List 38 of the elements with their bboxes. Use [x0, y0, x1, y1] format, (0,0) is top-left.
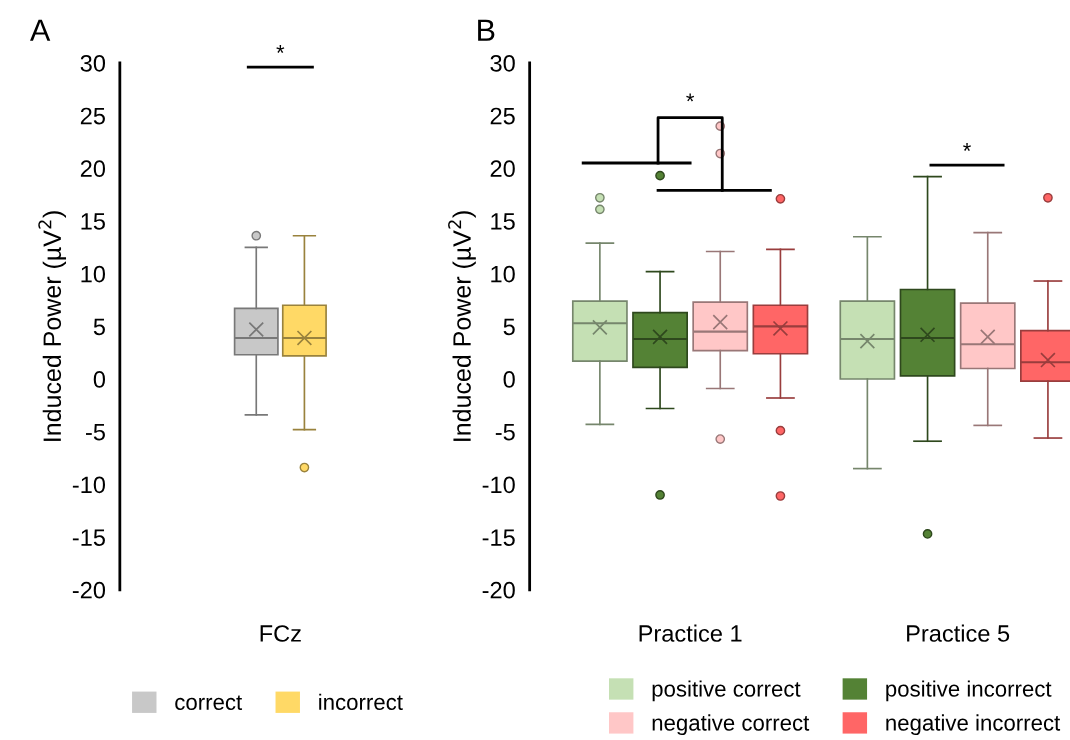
annotation: * [963, 143, 971, 151]
y-tick-label: 5 [93, 318, 105, 336]
text: * [276, 45, 285, 53]
legend-label: correct [175, 695, 243, 711]
y-tick-label: 10 [81, 265, 106, 283]
y-tick-label: 30 [80, 54, 106, 72]
y-tick-label: -20 [72, 581, 106, 599]
y-tick-label: -15 [482, 529, 515, 546]
y-tick-label: 15 [81, 213, 105, 230]
y-tick-label: 25 [80, 107, 105, 125]
y-tick-label: 0 [503, 371, 515, 388]
chart-title: A [30, 19, 51, 41]
x-tick-label: Practice 1 [639, 624, 742, 642]
chart-title: B [478, 19, 495, 41]
annotation: * [686, 93, 695, 102]
legend-label: incorrect [319, 693, 403, 711]
y-tick-label: -5 [86, 424, 105, 441]
y-tick-label: 30 [490, 54, 515, 72]
y-tick-label: -10 [482, 476, 515, 494]
legend-label: positive incorrect [886, 680, 1052, 702]
y-tick-label: 10 [491, 265, 515, 283]
y-axis-title: Induced Power (µV$^{2}$) [38, 211, 67, 441]
legend-label: negative incorrect [886, 714, 1061, 736]
x-tick-label: FCz [260, 625, 301, 642]
x-tick-label: Practice 5 [907, 624, 1010, 642]
legend-label: negative correct [652, 714, 810, 736]
y-tick-label: 20 [490, 160, 515, 178]
y-tick-label: 20 [80, 160, 106, 178]
y-tick-label: 5 [503, 318, 515, 336]
y-tick-label: -5 [495, 424, 515, 441]
legend-label: positive correct [652, 680, 801, 702]
y-tick-label: -10 [72, 476, 106, 494]
y-axis-title: Induced Power (µV$^{2}$) [448, 211, 476, 441]
y-tick-label: 0 [93, 371, 106, 388]
y-tick-label: -15 [72, 529, 105, 546]
y-tick-label: 25 [490, 107, 515, 125]
y-tick-label: 15 [491, 213, 515, 230]
y-tick-label: -20 [482, 581, 515, 599]
